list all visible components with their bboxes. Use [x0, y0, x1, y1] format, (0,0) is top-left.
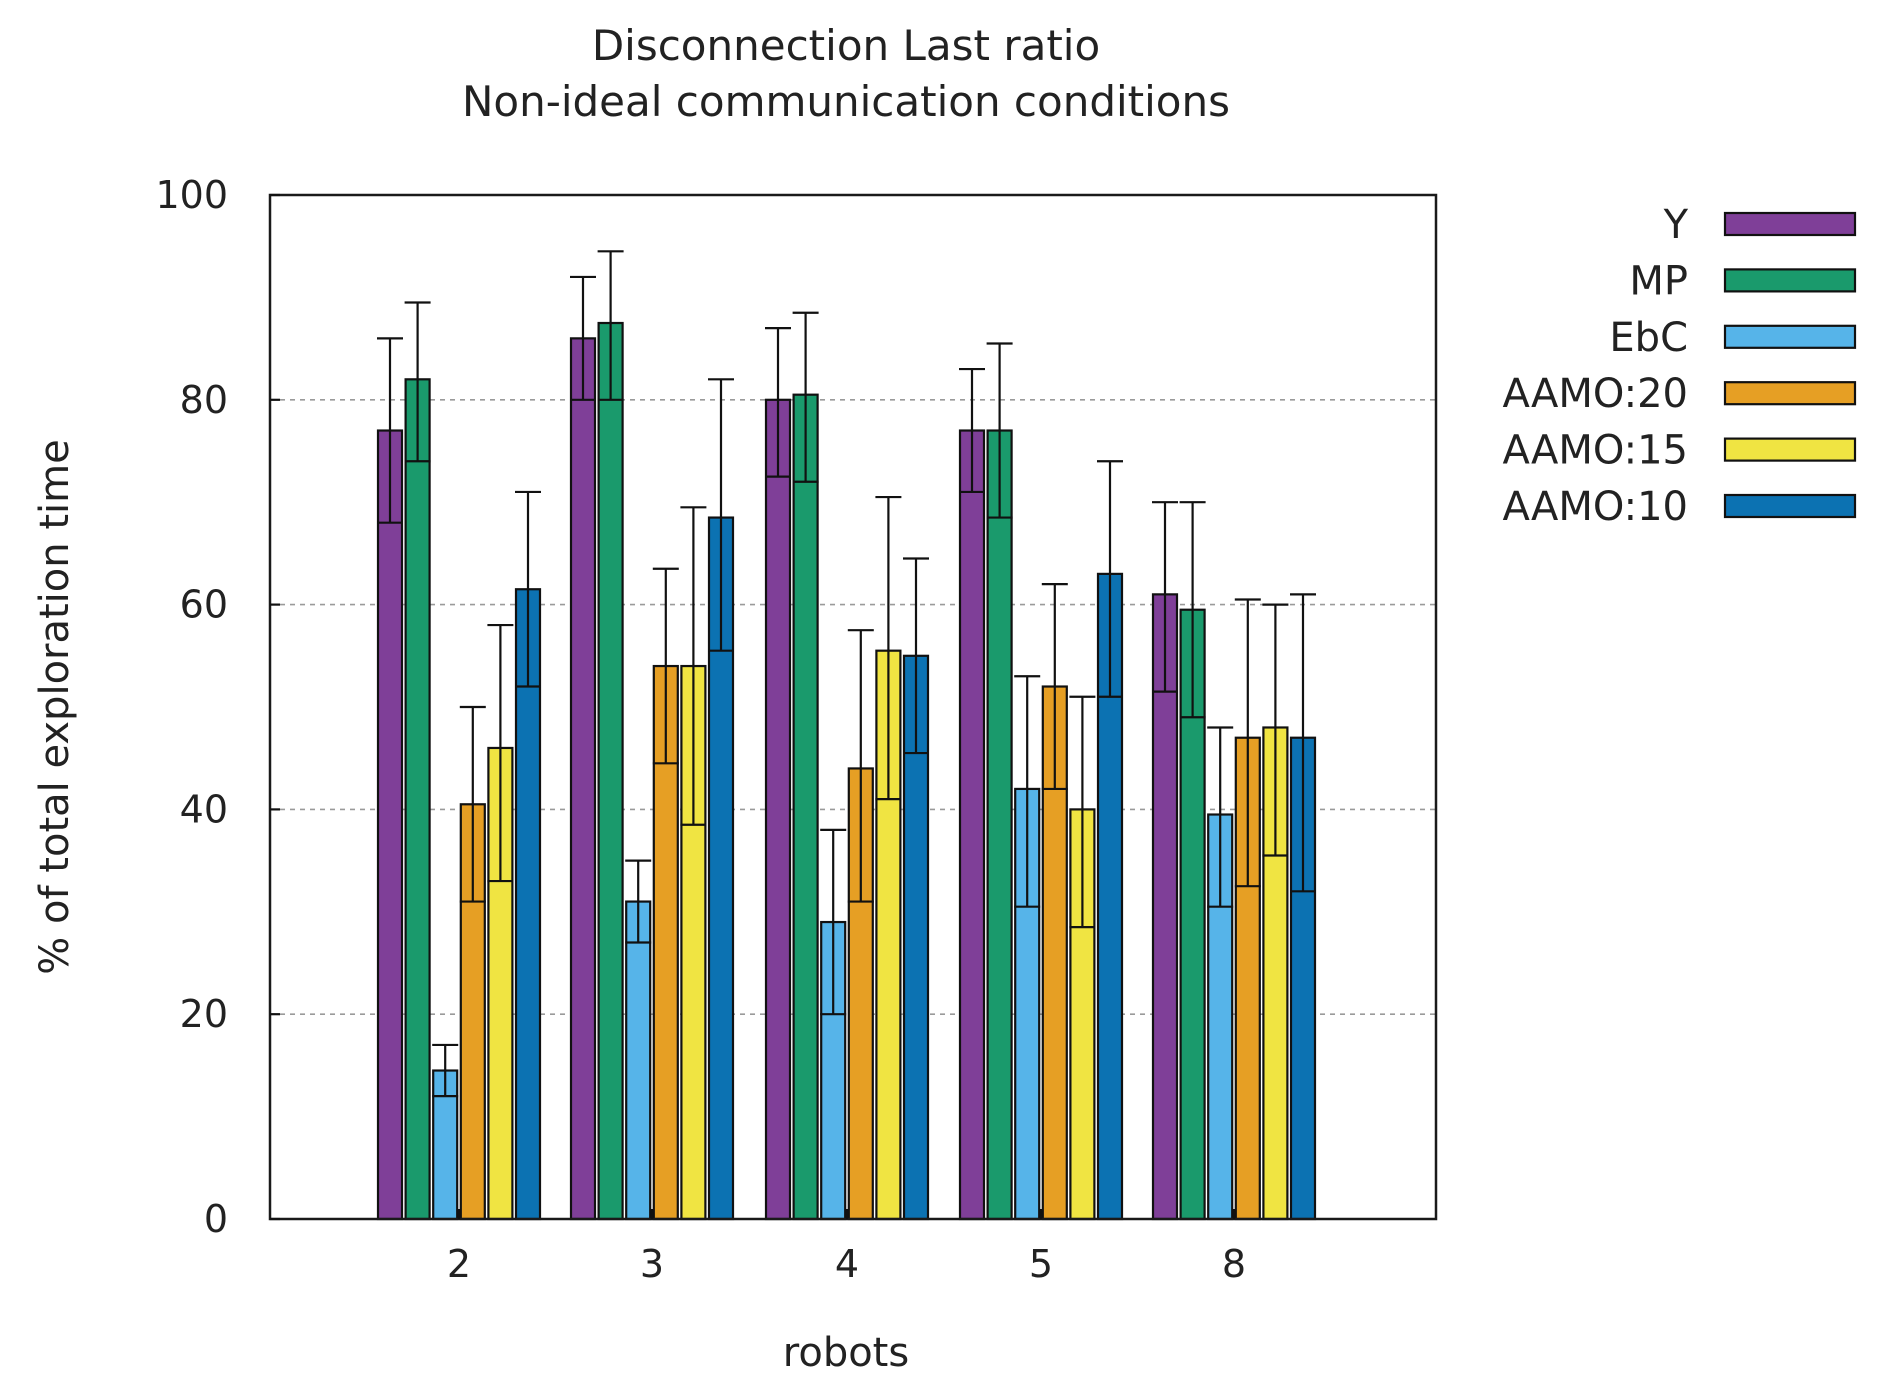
bars [376, 321, 1317, 1221]
error-bars [377, 250, 1316, 1098]
legend-swatch [1723, 493, 1857, 519]
legend-swatch [1723, 324, 1857, 349]
x-axis-ticks: 2 3 4 5 8 [447, 1209, 1246, 1286]
chart-title: Disconnection Last ratio [592, 21, 1100, 70]
legend-label: AAMO:10 [1502, 484, 1688, 530]
bar-y-4 [764, 398, 792, 1221]
x-tick-label: 3 [640, 1242, 664, 1286]
chart-subtitle: Non-ideal communication conditions [462, 77, 1230, 126]
y-tick-label: 0 [204, 1197, 228, 1241]
y-axis-label: % of total exploration time [32, 439, 78, 974]
legend-label: MP [1629, 258, 1688, 304]
x-tick-label: 2 [447, 1242, 471, 1286]
bar-mp-3 [597, 321, 624, 1221]
bar-y-8 [1151, 593, 1179, 1221]
legend-swatch [1723, 381, 1857, 406]
bar-mp-5 [986, 429, 1013, 1221]
x-tick-label: 5 [1029, 1242, 1053, 1286]
legend-swatch [1723, 437, 1857, 462]
legend-swatch [1723, 211, 1857, 237]
bar-y-5 [958, 429, 986, 1221]
y-tick-label: 60 [180, 583, 228, 627]
bar-mp-2 [404, 378, 431, 1221]
y-tick-label: 20 [180, 992, 228, 1036]
y-tick-label: 40 [180, 787, 228, 831]
y-tick-label: 100 [155, 173, 228, 217]
bar-y-2 [376, 429, 404, 1221]
bar-aamo20-3 [652, 664, 679, 1221]
bar-y-3 [569, 337, 597, 1221]
legend-label: EbC [1609, 315, 1688, 361]
legend-label: AAMO:20 [1502, 371, 1688, 417]
bar-mp-4 [792, 393, 819, 1221]
bar-ebc-3 [625, 900, 652, 1221]
x-axis-label: robots [783, 1330, 909, 1375]
y-axis-ticks: 0 20 40 60 80 100 [155, 173, 280, 1241]
legend: Y MP EbC AAMO:20 AAMO:15 AAMO:10 [1502, 202, 1857, 530]
legend-swatch [1723, 268, 1857, 293]
legend-label: Y [1663, 202, 1689, 248]
x-tick-label: 8 [1222, 1242, 1246, 1286]
x-tick-label: 4 [835, 1242, 859, 1286]
y-tick-label: 80 [180, 378, 228, 422]
plot-frame [268, 193, 1438, 1221]
legend-label: AAMO:15 [1502, 428, 1688, 474]
